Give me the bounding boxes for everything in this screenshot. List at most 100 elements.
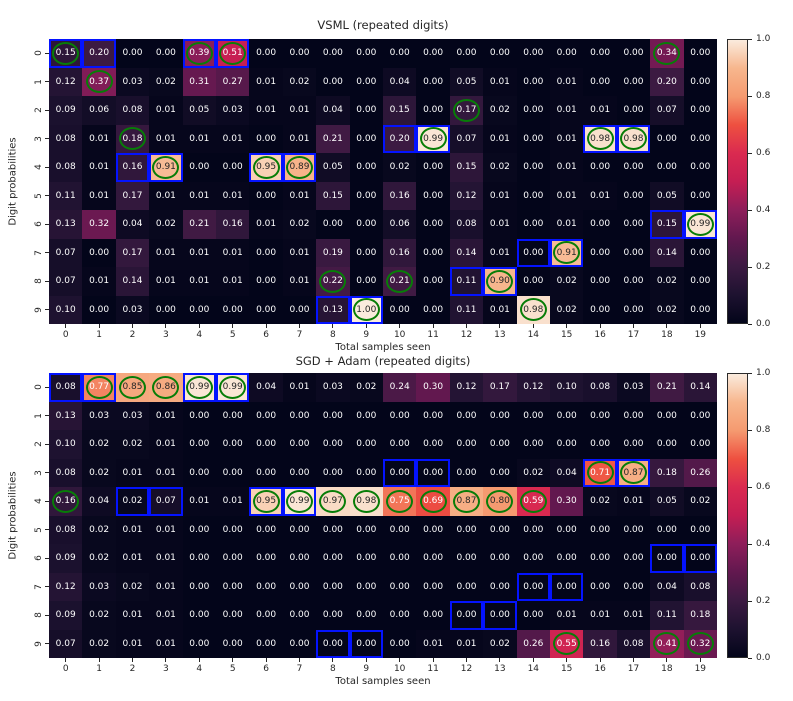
heatmap-cell: 0.01 (216, 238, 250, 267)
heatmap-cell: 0.17 (115, 238, 150, 267)
y-tick-label: 1 (34, 78, 44, 85)
y-tick-mark (45, 415, 49, 417)
heatmap-cell: 0.02 (349, 373, 383, 402)
heatmap-cell: 0.00 (383, 39, 417, 68)
heatmap-cell: 0.01 (282, 124, 317, 153)
heatmap-cell: 0.02 (650, 295, 684, 324)
heatmap-cell: 0.00 (249, 295, 283, 324)
colorbar-tick-label: 0.0 (756, 653, 771, 663)
heatmap-cell: 0.00 (316, 67, 350, 96)
heatmap-cell: 0.00 (249, 401, 283, 430)
heatmap-cell: 0.91 (550, 238, 584, 267)
heatmap-cell: 0.97 (316, 487, 350, 516)
heatmap-cell: 0.51 (216, 39, 250, 68)
colorbar-tick-label: 0.6 (756, 482, 771, 492)
heatmap-cell: 0.19 (316, 238, 350, 267)
heatmap-cell: 0.17 (449, 96, 484, 125)
heatmap-cell: 0.00 (349, 515, 383, 544)
heatmap-cell: 0.00 (349, 67, 383, 96)
heatmap-cell: 0.01 (149, 96, 183, 125)
x-tick-label: 16 (594, 330, 606, 340)
x-tick-mark (432, 324, 434, 328)
heatmap-cell: 0.00 (416, 401, 450, 430)
x-tick-label: 17 (627, 330, 640, 340)
heatmap-cell: 0.15 (449, 153, 484, 182)
y-tick-label: 1 (34, 412, 44, 419)
heatmap-cell: 0.03 (115, 295, 150, 324)
y-tick-mark (45, 109, 49, 111)
heatmap-cell: 0.01 (282, 238, 317, 267)
heatmap-cell: 0.00 (416, 515, 450, 544)
heatmap-cell: 0.01 (550, 153, 584, 182)
heatmap-cell: 0.00 (349, 124, 383, 153)
heatmap-cell: 0.00 (216, 430, 250, 459)
heatmap-cell: 0.02 (282, 67, 317, 96)
x-tick-label: 7 (296, 330, 303, 340)
heatmap-cell: 0.00 (516, 181, 550, 210)
heatmap-cell: 0.17 (115, 181, 150, 210)
x-tick-label: 18 (661, 664, 673, 674)
heatmap-cell: 0.87 (449, 487, 484, 516)
y-tick-label: 9 (34, 306, 44, 313)
y-tick-mark (45, 138, 49, 140)
heatmap-cell: 0.16 (216, 210, 250, 239)
heatmap-cell: 0.00 (249, 267, 283, 296)
heatmap-cell: 0.00 (282, 601, 317, 630)
heatmap-cell: 0.02 (115, 572, 150, 601)
y-tick-mark (45, 472, 49, 474)
heatmap-cell: 0.00 (583, 238, 617, 267)
heatmap-cell: 0.00 (349, 210, 383, 239)
heatmap-cell: 0.00 (282, 572, 317, 601)
x-tick-mark (499, 658, 501, 662)
y-tick-mark (45, 280, 49, 282)
heatmap-cell: 0.00 (383, 629, 417, 658)
heatmap-cell: 0.00 (449, 39, 484, 68)
colorbar-tick-mark (748, 266, 752, 268)
heatmap-cell: 0.00 (449, 544, 484, 573)
heatmap-grid: 0.15 0.20 0.00 0.00 0.39 0.51 0.00 0.00 0.00 0.00… (49, 39, 717, 324)
heatmap-cell: 0.01 (82, 181, 116, 210)
heatmap-cell: 0.16 (383, 238, 417, 267)
colorbar-tick-label: 0.8 (756, 425, 771, 435)
heatmap-cell: 0.00 (616, 515, 651, 544)
heatmap-cell: 0.00 (650, 153, 684, 182)
heatmap-cell: 0.00 (282, 515, 317, 544)
heatmap-cell: 0.01 (82, 124, 116, 153)
heatmap-cell: 0.07 (149, 487, 183, 516)
heatmap-cell: 0.09 (49, 544, 83, 573)
heatmap-cell: 0.00 (182, 430, 216, 459)
x-tick-label: 3 (163, 664, 169, 674)
colorbar-tick-mark (748, 600, 752, 602)
y-tick-label: 2 (34, 107, 44, 114)
heatmap-cell: 0.01 (115, 544, 150, 573)
heatmap-cell: 0.00 (316, 601, 350, 630)
heatmap-cell: 0.08 (683, 572, 717, 601)
heatmap-cell: 0.00 (616, 39, 651, 68)
heatmap-cell: 0.06 (383, 210, 417, 239)
heatmap-cell: 0.00 (115, 39, 150, 68)
heatmap-cell: 0.00 (349, 401, 383, 430)
heatmap-cell: 0.01 (182, 267, 216, 296)
y-tick-label: 4 (34, 164, 44, 171)
x-tick-label: 5 (229, 664, 236, 674)
heatmap-cell: 0.08 (583, 373, 617, 402)
heatmap-cell: 0.00 (349, 238, 383, 267)
heatmap-cell: 0.00 (383, 401, 417, 430)
heatmap-cell: 0.30 (550, 487, 584, 516)
heatmap-cell: 0.00 (516, 124, 550, 153)
y-tick-label: 5 (34, 192, 44, 199)
x-tick-mark (299, 324, 300, 328)
heatmap-cell: 0.07 (49, 629, 83, 658)
heatmap-cell: 0.01 (216, 267, 250, 296)
heatmap-cell: 0.99 (216, 373, 250, 402)
heatmap-cell: 0.16 (115, 153, 150, 182)
heatmap-cell: 0.00 (683, 401, 717, 430)
x-tick-mark (499, 324, 501, 328)
heatmap-cell: 0.01 (149, 181, 183, 210)
x-tick-mark (566, 658, 568, 662)
heatmap-cell: 0.00 (316, 629, 350, 658)
heatmap-cell: 0.00 (416, 210, 450, 239)
colorbar-tick-mark (748, 429, 752, 431)
x-tick-mark (332, 324, 334, 328)
heatmap-cell: 0.05 (650, 487, 684, 516)
